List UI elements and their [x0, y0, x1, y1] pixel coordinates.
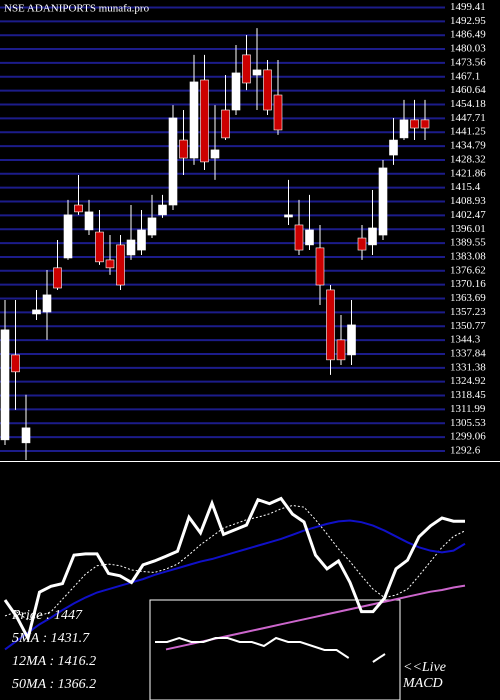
- candle-body: [357, 237, 367, 251]
- y-tick-label: 1441.25: [450, 126, 486, 138]
- candle-body: [378, 167, 388, 236]
- y-tick-label: 1370.16: [450, 278, 486, 290]
- candle-body: [168, 117, 178, 206]
- y-tick-label: 1434.79: [450, 140, 486, 152]
- candle-body: [399, 119, 409, 139]
- chart-title: NSE ADANIPORTS munafa.pro: [4, 3, 150, 15]
- candle-body: [410, 119, 419, 129]
- y-tick-label: 1389.55: [450, 237, 486, 249]
- y-tick-label: 1492.95: [450, 15, 486, 27]
- candle-body: [368, 227, 377, 246]
- panel-divider: [0, 461, 500, 462]
- ma-line: [4, 504, 466, 621]
- price-line: [3, 496, 465, 643]
- y-tick-label: 1486.49: [450, 29, 486, 41]
- candle-body: [53, 267, 62, 289]
- candle-body: [11, 354, 20, 373]
- candle-body: [126, 239, 136, 256]
- y-tick-label: 1318.45: [450, 389, 486, 401]
- macd-line: [155, 636, 386, 663]
- macd-label: MACD: [402, 676, 443, 691]
- macd-label: <<Live: [403, 660, 446, 675]
- y-tick-label: 1311.99: [450, 403, 486, 415]
- candle-body: [84, 211, 94, 231]
- y-tick-label: 1299.06: [450, 431, 486, 443]
- y-tick-label: 1499.41: [450, 1, 486, 13]
- candle-body: [179, 139, 188, 159]
- y-tick-label: 1415.4: [450, 181, 481, 193]
- candle-body: [347, 324, 356, 356]
- y-tick-label: 1376.62: [450, 264, 486, 276]
- legend-text: Price : 1447: [11, 608, 83, 623]
- candle-body: [242, 54, 251, 84]
- macd-box: [149, 599, 401, 700]
- legend-text: 5MA : 1431.7: [12, 631, 90, 646]
- y-tick-label: 1324.92: [450, 375, 486, 387]
- candle-body: [336, 339, 346, 361]
- y-tick-label: 1396.01: [450, 223, 486, 235]
- candle-body: [42, 294, 52, 313]
- candle-body: [221, 109, 230, 139]
- candle-body: [231, 72, 241, 111]
- candle-body: [305, 229, 314, 246]
- y-tick-label: 1305.53: [450, 417, 486, 429]
- candle-body: [63, 214, 73, 259]
- y-tick-label: 1337.84: [450, 348, 486, 360]
- candle-body: [273, 94, 283, 131]
- candle-body: [32, 309, 41, 315]
- legend-text: 50MA : 1366.2: [12, 677, 96, 692]
- candle-body: [116, 244, 125, 286]
- candle-body: [315, 247, 325, 286]
- candle-body: [189, 81, 199, 159]
- y-tick-label: 1357.23: [450, 306, 486, 318]
- candle-body: [158, 204, 167, 216]
- candle-body: [200, 79, 209, 163]
- candle-body: [294, 224, 304, 251]
- candle-body: [105, 259, 115, 269]
- candle-body: [95, 231, 104, 263]
- ma-line: [4, 519, 466, 651]
- y-tick-label: 1292.6: [450, 445, 481, 457]
- candle-body: [21, 427, 31, 444]
- y-tick-label: 1350.77: [450, 320, 486, 332]
- candle-body: [0, 329, 10, 441]
- y-tick-label: 1480.03: [450, 43, 486, 55]
- y-tick-label: 1331.38: [450, 361, 486, 373]
- candle-body: [74, 204, 83, 213]
- y-tick-label: 1467.1: [450, 70, 480, 82]
- y-tick-label: 1363.69: [450, 292, 486, 304]
- legend-text: 12MA : 1416.2: [12, 654, 96, 669]
- y-tick-label: 1460.64: [450, 84, 486, 96]
- candle-body: [326, 289, 335, 361]
- candle-body: [420, 119, 430, 129]
- y-tick-label: 1454.18: [450, 98, 486, 110]
- y-tick-label: 1428.32: [450, 153, 486, 165]
- y-tick-label: 1383.08: [450, 250, 486, 262]
- candle-body: [147, 217, 157, 236]
- y-tick-label: 1402.47: [450, 209, 486, 221]
- candle-body: [263, 69, 272, 111]
- candle-body: [284, 214, 293, 218]
- candle-body: [137, 229, 146, 251]
- candle-body: [389, 139, 398, 156]
- y-tick-label: 1408.93: [450, 195, 486, 207]
- y-tick-label: 1447.71: [450, 112, 486, 124]
- y-tick-label: 1473.56: [450, 56, 486, 68]
- y-tick-label: 1421.86: [450, 167, 486, 179]
- candle-body: [210, 149, 220, 159]
- y-tick-label: 1344.3: [450, 334, 481, 346]
- candle-body: [252, 69, 262, 76]
